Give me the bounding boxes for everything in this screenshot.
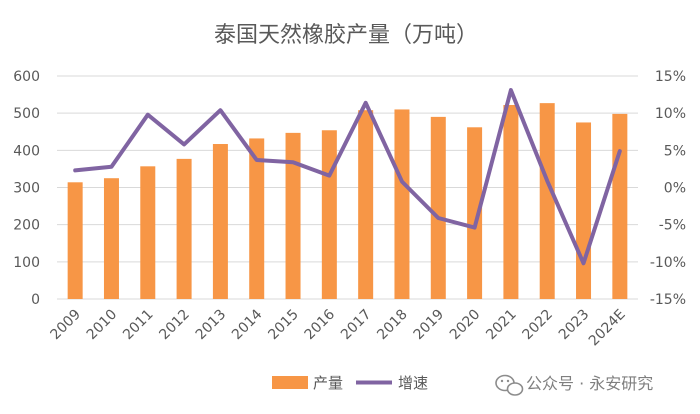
legend-swatch-production [272, 376, 308, 389]
bar-series [67, 103, 628, 300]
y-left-tick-label: 300 [13, 181, 40, 197]
x-tick-label: 2011 [120, 307, 157, 344]
x-tick-label: 2010 [84, 307, 121, 344]
watermark: 公众号 · 永安研究 [495, 374, 653, 396]
y-right-tick-label: -10% [650, 255, 686, 271]
y-left-axis: 0 100 200 300 400 500 600 [13, 69, 40, 308]
x-tick-label: 2014 [229, 306, 266, 343]
legend: 产量 增速 [272, 374, 428, 392]
x-axis: 2009 2010 2011 2012 2013 2014 2015 2016 2017 2018… [47, 306, 628, 349]
y-left-tick-label: 100 [13, 255, 40, 271]
watermark-text: 公众号 · 永安研究 [526, 374, 653, 393]
bar-2016 [321, 130, 337, 299]
line-series-growth [73, 88, 622, 266]
legend-label-production: 产量 [313, 374, 343, 392]
y-right-axis: -15% -10% -5% 0% 5% 10% 15% [650, 69, 686, 308]
x-tick-label: 2021 [483, 307, 520, 344]
legend-label-growth: 增速 [398, 374, 428, 392]
bar-2014 [249, 138, 265, 299]
x-tick-label: 2020 [447, 307, 484, 344]
bar-2020 [467, 127, 483, 299]
y-left-tick-label: 0 [31, 292, 40, 308]
x-tick-label: 2022 [520, 307, 557, 344]
y-left-tick-label: 600 [13, 69, 40, 85]
y-right-tick-label: -5% [659, 218, 686, 234]
y-left-tick-label: 200 [13, 218, 40, 234]
bar-2023 [576, 122, 592, 299]
wechat-icon [495, 374, 524, 396]
x-tick-label: 2019 [411, 307, 448, 344]
x-tick-label: 2024E [586, 307, 629, 350]
x-tick-label: 2018 [374, 307, 411, 344]
y-left-tick-label: 400 [13, 143, 40, 159]
bar-2009 [67, 182, 83, 299]
bar-2021 [503, 104, 519, 300]
bar-2013 [212, 144, 228, 299]
bar-2010 [103, 178, 119, 299]
x-tick-label: 2015 [265, 307, 302, 344]
bar-2011 [140, 166, 156, 299]
y-right-tick-label: 10% [655, 106, 686, 122]
y-right-tick-label: 0% [664, 181, 686, 197]
bar-2018 [394, 109, 410, 299]
bar-2022 [539, 103, 555, 299]
chart-title: 泰国天然橡胶产量（万吨） [214, 23, 478, 48]
bar-2017 [358, 110, 374, 300]
x-tick-label: 2012 [156, 307, 193, 344]
y-right-tick-label: -15% [650, 292, 686, 308]
bar-2012 [176, 158, 192, 299]
x-tick-label: 2017 [338, 307, 375, 344]
x-tick-label: 2009 [47, 307, 84, 344]
x-tick-label: 2013 [193, 307, 230, 344]
bar-2019 [430, 116, 446, 299]
y-right-tick-label: 15% [655, 69, 686, 85]
bar-2015 [285, 132, 301, 299]
bar-2024E [612, 113, 628, 299]
y-left-tick-label: 500 [13, 106, 40, 122]
x-tick-label: 2016 [302, 306, 339, 343]
y-right-tick-label: 5% [664, 143, 686, 159]
